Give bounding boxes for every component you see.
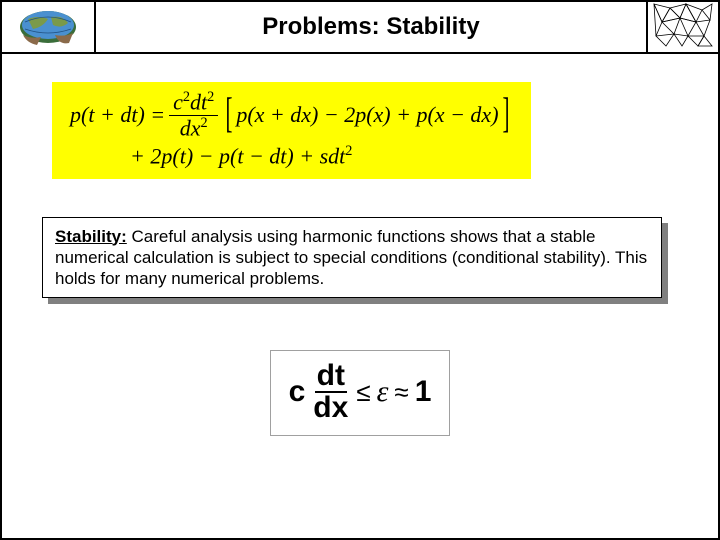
- content-area: p(t + dt) = c2dt2 dx2 [ p(x + dx) − 2p(x…: [2, 54, 718, 436]
- note-text: Careful analysis using harmonic function…: [55, 227, 647, 289]
- equation-line-2: + 2p(t) − p(t − dt) + sdt2: [70, 144, 513, 169]
- eq-line2-text: + 2p(t) − p(t − dt) + sdt2: [130, 144, 352, 169]
- globe-icon: [13, 7, 83, 47]
- equation-line-1: p(t + dt) = c2dt2 dx2 [ p(x + dx) − 2p(x…: [70, 90, 513, 140]
- bracket-right: ]: [502, 98, 509, 132]
- bracket-left: [: [226, 98, 233, 132]
- note-label: Stability:: [55, 227, 127, 246]
- eq-bracket-content: p(x + dx) − 2p(x) + p(x − dx): [236, 103, 498, 127]
- logo-right: [646, 2, 718, 52]
- logo-left: [2, 2, 96, 52]
- note-content: Stability: Careful analysis using harmon…: [42, 217, 662, 299]
- note-box: Stability: Careful analysis using harmon…: [42, 217, 662, 299]
- cfl-le: ≤: [356, 377, 370, 408]
- eq-fraction: c2dt2 dx2: [169, 90, 218, 140]
- cfl-condition: c dt dx ≤ ε ≈ 1: [270, 350, 451, 436]
- main-equation: p(t + dt) = c2dt2 dx2 [ p(x + dx) − 2p(x…: [52, 82, 531, 179]
- cfl-eps: ε: [377, 375, 389, 409]
- mesh-icon: [652, 2, 714, 52]
- slide: Problems: Stability: [0, 0, 720, 540]
- eq-frac-num: c2dt2: [169, 90, 218, 116]
- cfl-approx: ≈: [394, 377, 408, 408]
- eq-lhs: p(t + dt) =: [70, 103, 165, 127]
- page-title: Problems: Stability: [96, 2, 646, 52]
- cfl-den: dx: [311, 393, 350, 423]
- header: Problems: Stability: [2, 2, 718, 54]
- cfl-one: 1: [415, 375, 432, 409]
- cfl-fraction: dt dx: [311, 361, 350, 423]
- cfl-wrap: c dt dx ≤ ε ≈ 1: [42, 350, 678, 436]
- cfl-num: dt: [315, 361, 347, 393]
- cfl-c: c: [289, 375, 306, 409]
- eq-frac-den: dx2: [176, 116, 212, 141]
